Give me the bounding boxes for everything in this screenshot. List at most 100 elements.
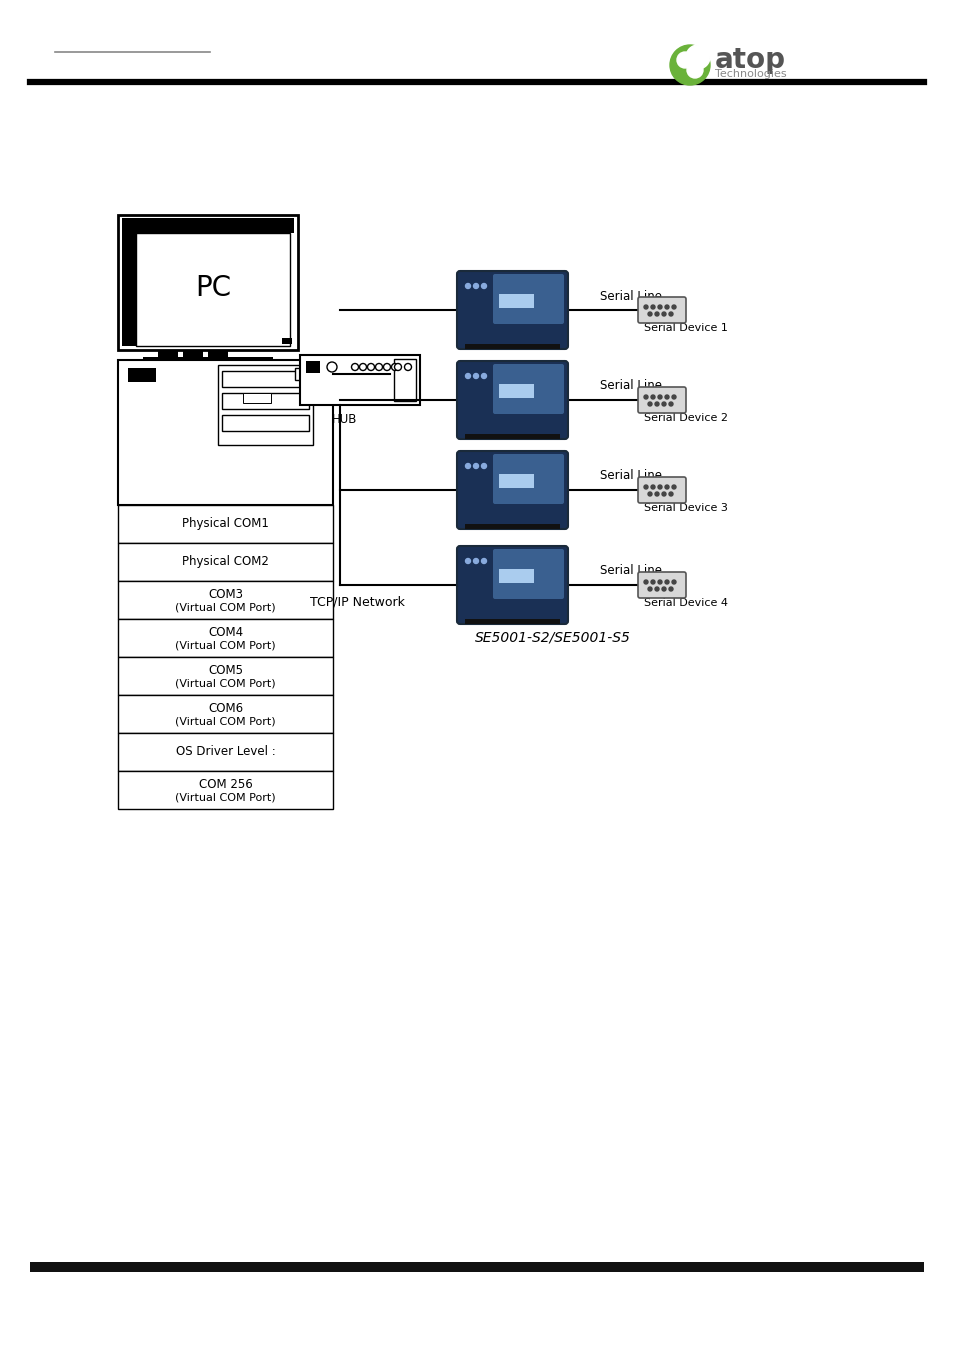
FancyBboxPatch shape xyxy=(456,451,567,529)
Bar xyxy=(464,344,559,350)
FancyBboxPatch shape xyxy=(638,387,685,413)
Circle shape xyxy=(383,363,390,370)
Circle shape xyxy=(473,284,478,289)
Circle shape xyxy=(465,374,470,378)
Bar xyxy=(183,350,203,358)
Text: atop: atop xyxy=(714,46,785,74)
Text: PC: PC xyxy=(194,274,231,301)
Text: Serial Device 4: Serial Device 4 xyxy=(643,598,727,608)
Text: Serial Line: Serial Line xyxy=(599,564,661,578)
Bar xyxy=(282,338,292,344)
Circle shape xyxy=(655,491,659,495)
Bar xyxy=(118,543,333,580)
Circle shape xyxy=(661,402,665,406)
Circle shape xyxy=(327,362,336,373)
Circle shape xyxy=(671,485,676,489)
Bar xyxy=(222,371,309,387)
Bar xyxy=(498,294,534,308)
Bar xyxy=(218,364,313,446)
Circle shape xyxy=(668,587,672,591)
Circle shape xyxy=(481,463,486,468)
Text: Technologies: Technologies xyxy=(714,69,786,80)
Circle shape xyxy=(655,402,659,406)
Circle shape xyxy=(658,305,661,309)
Bar xyxy=(122,234,137,346)
Bar xyxy=(464,524,559,529)
Bar xyxy=(222,393,309,409)
Text: COM6: COM6 xyxy=(208,702,243,714)
Circle shape xyxy=(671,396,676,400)
Circle shape xyxy=(643,580,647,585)
Circle shape xyxy=(650,485,655,489)
Bar xyxy=(118,771,333,809)
Bar xyxy=(498,474,534,487)
Circle shape xyxy=(668,402,672,406)
Text: TCP/IP Network: TCP/IP Network xyxy=(310,595,404,609)
Text: (Virtual COM Port): (Virtual COM Port) xyxy=(175,717,275,726)
Circle shape xyxy=(647,587,651,591)
Bar xyxy=(498,383,534,398)
FancyBboxPatch shape xyxy=(638,297,685,323)
Text: (Virtual COM Port): (Virtual COM Port) xyxy=(175,792,275,803)
Circle shape xyxy=(668,491,672,495)
Text: (Virtual COM Port): (Virtual COM Port) xyxy=(175,641,275,651)
Circle shape xyxy=(647,312,651,316)
Bar xyxy=(30,1262,923,1272)
Circle shape xyxy=(481,559,486,563)
Circle shape xyxy=(664,485,668,489)
FancyBboxPatch shape xyxy=(493,364,563,414)
Text: Physical COM2: Physical COM2 xyxy=(182,555,269,568)
Text: SE5001-S2/SE5001-S5: SE5001-S2/SE5001-S5 xyxy=(475,630,630,645)
Bar xyxy=(118,657,333,695)
Bar xyxy=(464,620,559,624)
Circle shape xyxy=(473,463,478,468)
Circle shape xyxy=(671,580,676,585)
FancyBboxPatch shape xyxy=(638,477,685,504)
Bar xyxy=(158,350,178,358)
Text: Serial Device 2: Serial Device 2 xyxy=(643,413,727,423)
Text: Physical COM1: Physical COM1 xyxy=(182,517,269,531)
Bar xyxy=(118,695,333,733)
Circle shape xyxy=(473,374,478,378)
FancyBboxPatch shape xyxy=(456,545,567,624)
Text: o: o xyxy=(329,362,335,373)
Text: HUB: HUB xyxy=(332,413,357,427)
Bar xyxy=(136,234,290,346)
Text: Serial Device 1: Serial Device 1 xyxy=(643,323,727,333)
Bar xyxy=(306,360,319,373)
Bar xyxy=(128,369,156,382)
Circle shape xyxy=(658,485,661,489)
Circle shape xyxy=(643,396,647,400)
Bar xyxy=(498,568,534,583)
Circle shape xyxy=(658,396,661,400)
Circle shape xyxy=(473,559,478,563)
Bar xyxy=(143,356,273,365)
Circle shape xyxy=(655,312,659,316)
Bar xyxy=(314,369,327,379)
Circle shape xyxy=(481,284,486,289)
Circle shape xyxy=(395,363,401,370)
FancyBboxPatch shape xyxy=(456,271,567,350)
Text: (Virtual COM Port): (Virtual COM Port) xyxy=(175,679,275,688)
Circle shape xyxy=(655,587,659,591)
Text: COM 256: COM 256 xyxy=(198,778,253,791)
Circle shape xyxy=(677,53,692,68)
Text: Serial Line: Serial Line xyxy=(599,379,661,393)
Bar xyxy=(222,414,309,431)
Circle shape xyxy=(664,305,668,309)
Circle shape xyxy=(685,45,709,69)
Circle shape xyxy=(647,491,651,495)
Bar xyxy=(118,733,333,771)
Text: COM3: COM3 xyxy=(208,587,243,601)
Circle shape xyxy=(481,374,486,378)
Text: Serial Device 3: Serial Device 3 xyxy=(643,504,727,513)
Circle shape xyxy=(661,587,665,591)
Bar xyxy=(118,360,333,505)
Bar xyxy=(464,433,559,439)
Circle shape xyxy=(661,312,665,316)
Circle shape xyxy=(465,463,470,468)
Bar xyxy=(243,393,271,404)
Bar xyxy=(294,369,311,379)
Circle shape xyxy=(650,580,655,585)
FancyBboxPatch shape xyxy=(493,454,563,504)
